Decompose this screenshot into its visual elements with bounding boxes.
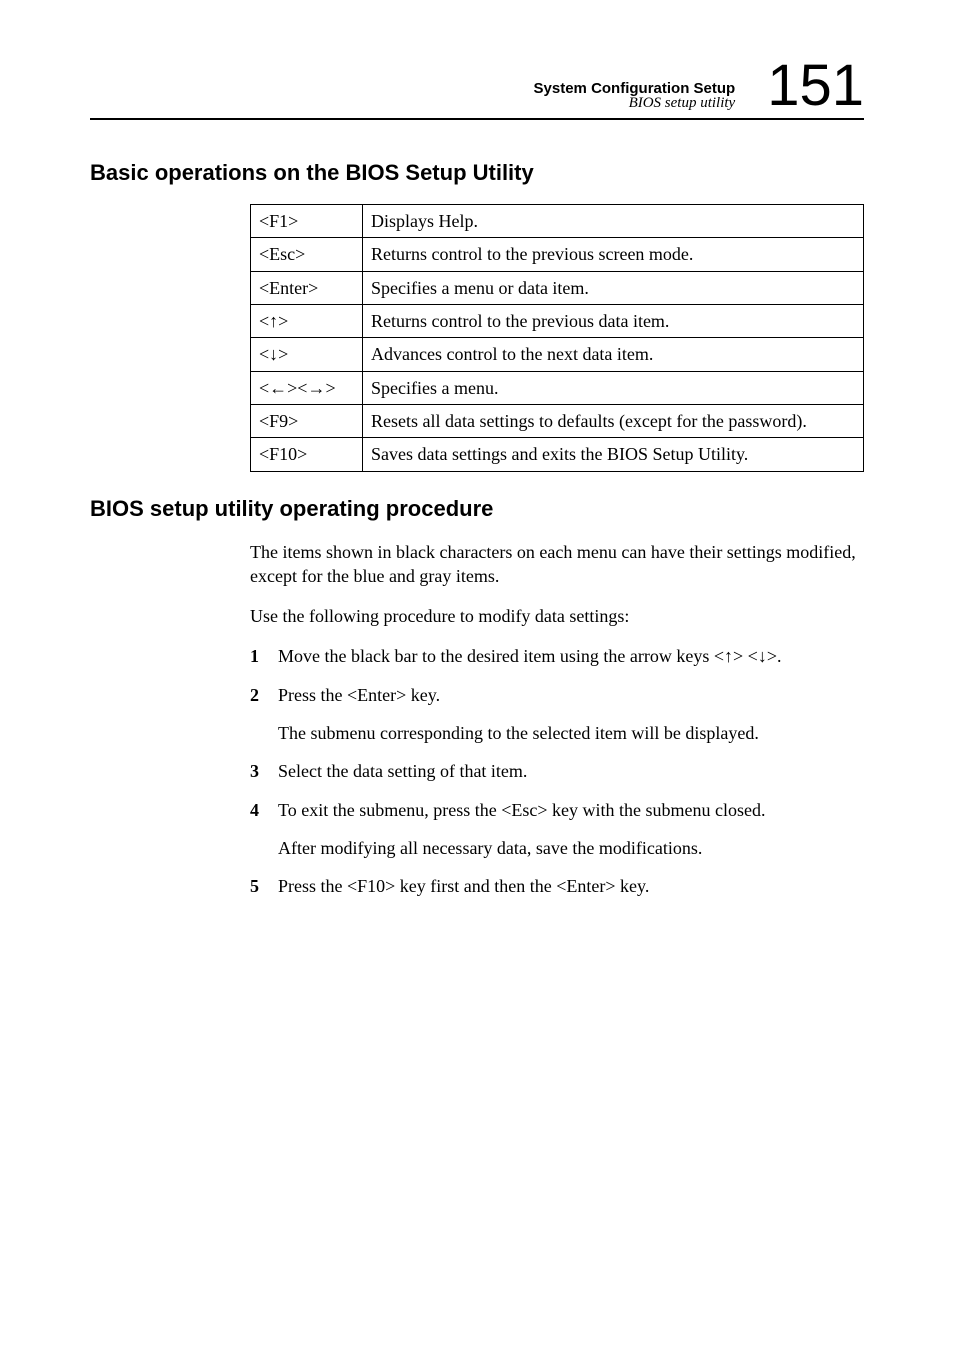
key-cell: <F9> — [251, 404, 363, 437]
desc-cell: Returns control to the previous screen m… — [363, 238, 864, 271]
key-cell: <Esc> — [251, 238, 363, 271]
table-row: <↑> Returns control to the previous data… — [251, 305, 864, 338]
page-header: System Configuration Setup BIOS setup ut… — [90, 60, 864, 112]
table-row: <←><→> Specifies a menu. — [251, 371, 864, 404]
page-container: System Configuration Setup BIOS setup ut… — [0, 0, 954, 973]
step-item: Press the <Enter> key. The submenu corre… — [250, 683, 864, 746]
section2-para2: Use the following procedure to modify da… — [250, 604, 864, 628]
key-cell: <F10> — [251, 438, 363, 471]
step-item: Select the data setting of that item. — [250, 759, 864, 783]
steps-list: Move the black bar to the desired item u… — [250, 644, 864, 898]
section1-heading: Basic operations on the BIOS Setup Utili… — [90, 160, 864, 186]
key-cell: <F1> — [251, 205, 363, 238]
section2-heading: BIOS setup utility operating procedure — [90, 496, 864, 522]
key-cell: <←><→> — [251, 371, 363, 404]
step-item: Move the black bar to the desired item u… — [250, 644, 864, 668]
table-row: <Enter> Specifies a menu or data item. — [251, 271, 864, 304]
table-row: <↓> Advances control to the next data it… — [251, 338, 864, 371]
key-cell: <Enter> — [251, 271, 363, 304]
step-item: Press the <F10> key first and then the <… — [250, 874, 864, 898]
step-text: Move the black bar to the desired item u… — [278, 646, 781, 666]
step-text: Select the data setting of that item. — [278, 761, 527, 781]
desc-cell: Specifies a menu. — [363, 371, 864, 404]
key-cell: <↓> — [251, 338, 363, 371]
step-sub: After modifying all necessary data, save… — [278, 836, 864, 860]
desc-cell: Resets all data settings to defaults (ex… — [363, 404, 864, 437]
step-sub: The submenu corresponding to the selecte… — [278, 721, 864, 745]
step-item: To exit the submenu, press the <Esc> key… — [250, 798, 864, 861]
section2-para1: The items shown in black characters on e… — [250, 540, 864, 589]
key-cell: <↑> — [251, 305, 363, 338]
header-titles: System Configuration Setup BIOS setup ut… — [534, 79, 754, 112]
table-row: <F10> Saves data settings and exits the … — [251, 438, 864, 471]
desc-cell: Returns control to the previous data ite… — [363, 305, 864, 338]
desc-cell: Displays Help. — [363, 205, 864, 238]
table-row: <F9> Resets all data settings to default… — [251, 404, 864, 437]
page-number: 151 — [767, 60, 864, 112]
step-text: To exit the submenu, press the <Esc> key… — [278, 800, 765, 820]
step-text: Press the <Enter> key. — [278, 685, 440, 705]
step-text: Press the <F10> key first and then the <… — [278, 876, 649, 896]
table-row: <Esc> Returns control to the previous sc… — [251, 238, 864, 271]
content-area: Basic operations on the BIOS Setup Utili… — [250, 160, 864, 898]
desc-cell: Specifies a menu or data item. — [363, 271, 864, 304]
desc-cell: Saves data settings and exits the BIOS S… — [363, 438, 864, 471]
bios-keys-table: <F1> Displays Help. <Esc> Returns contro… — [250, 204, 864, 471]
desc-cell: Advances control to the next data item. — [363, 338, 864, 371]
header-rule — [90, 118, 864, 120]
table-row: <F1> Displays Help. — [251, 205, 864, 238]
header-subtitle: BIOS setup utility — [534, 95, 736, 112]
